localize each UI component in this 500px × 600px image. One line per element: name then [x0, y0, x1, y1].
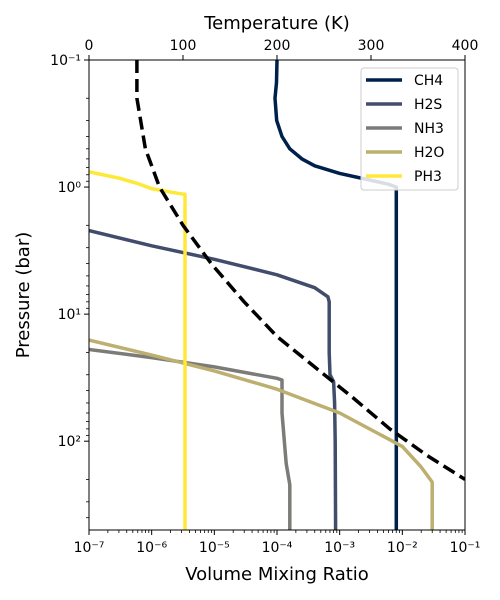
top-tick-label: 300 — [358, 38, 385, 54]
series-line-h2o — [89, 338, 434, 530]
y-tick-label: 10² — [58, 434, 81, 450]
x-tick-label: 10⁻⁵ — [199, 540, 230, 556]
series-line-ch4 — [273, 60, 399, 530]
x-axis-label: Volume Mixing Ratio — [185, 564, 369, 585]
y-tick-label: 10⁻¹ — [50, 53, 81, 69]
temperature-layer — [135, 60, 465, 481]
x-tick-label: 10⁻⁴ — [262, 540, 293, 556]
x-tick-label: 10⁻³ — [324, 540, 355, 556]
series-layer — [89, 60, 434, 530]
series-line-ph3 — [89, 170, 187, 530]
temperature-profile-line — [135, 60, 465, 481]
top-tick-label: 400 — [452, 38, 479, 54]
top-tick-label: 200 — [264, 38, 291, 54]
legend-label-nh3: NH3 — [414, 121, 444, 137]
legend-label-ph3: PH3 — [414, 169, 442, 185]
top-tick-label: 100 — [170, 38, 197, 54]
legend-label-ch4: CH4 — [414, 73, 443, 89]
y-tick-label: 10¹ — [58, 307, 81, 323]
x-tick-label: 10⁻² — [387, 540, 418, 556]
x-tick-label: 10⁻⁷ — [74, 540, 105, 556]
series-line-h2s — [89, 228, 338, 530]
top-tick-label: 0 — [85, 38, 94, 54]
ticks-layer: 10⁻⁷ 10⁻⁶ 10⁻⁵ 10⁻⁴ 10⁻³ 10⁻² 10⁻¹ 10⁻¹ 10⁰ 10¹ 10… — [50, 38, 480, 556]
legend-label-h2s: H2S — [414, 97, 442, 113]
legend: CH4 H2S NH3 H2O PH3 — [360, 67, 459, 191]
y-tick-label: 10⁰ — [58, 180, 82, 196]
legend-box — [360, 67, 459, 191]
legend-label-h2o: H2O — [414, 145, 444, 161]
top-axis-label: Temperature (K) — [203, 13, 350, 34]
x-tick-label: 10⁻¹ — [450, 540, 481, 556]
y-axis-label: Pressure (bar) — [13, 232, 34, 358]
x-tick-label: 10⁻⁶ — [136, 540, 167, 556]
